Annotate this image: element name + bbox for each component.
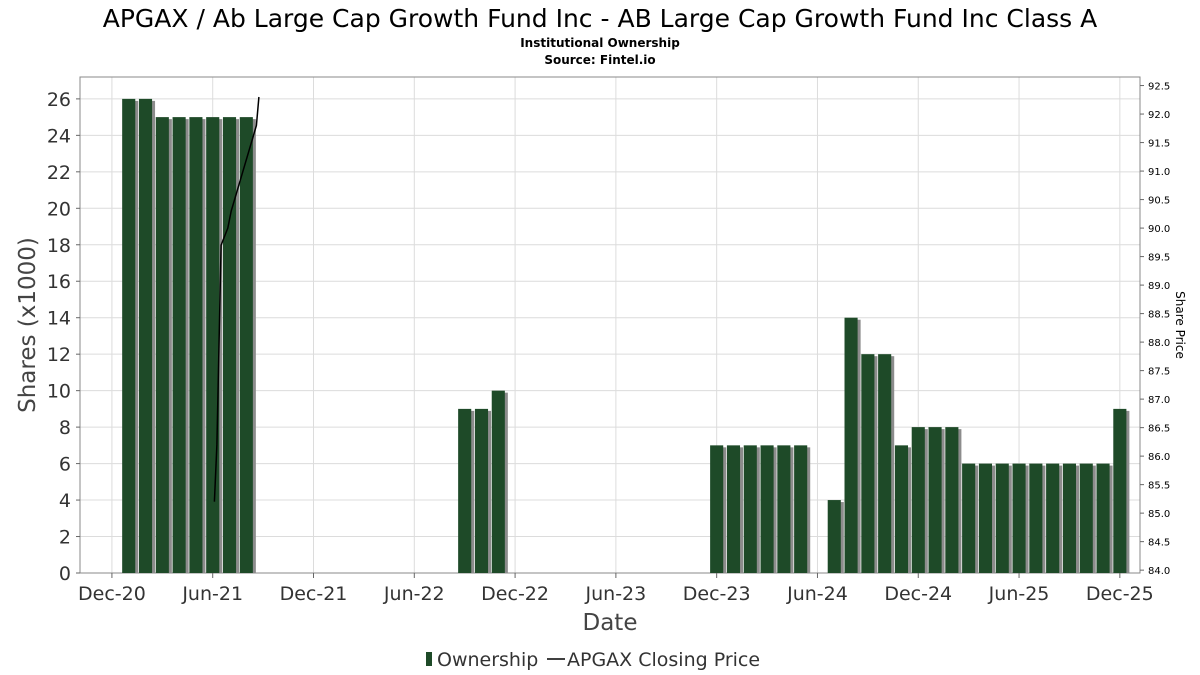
ownership-bar [222, 117, 237, 573]
y-tick-label: 0 [59, 563, 71, 585]
y2-tick-label: 85.5 [1148, 481, 1170, 492]
ownership-bar [995, 463, 1009, 573]
y-tick-label: 2 [59, 527, 71, 549]
y2-tick-label: 85.0 [1148, 509, 1170, 520]
ownership-bar [474, 408, 489, 573]
legend: Ownership APGAX Closing Price [426, 649, 760, 671]
y2-tick-label: 89.0 [1148, 281, 1170, 292]
ownership-bar [491, 390, 505, 573]
chart-source: Source: Fintel.io [544, 53, 655, 67]
y2-axis-ticks: 84.0 84.5 85.0 85.5 86.0 86.5 87.0 87.5 88.0 88.5… [1140, 82, 1170, 577]
y2-tick-label: 88.0 [1148, 338, 1170, 349]
ownership-bar [1096, 463, 1110, 573]
x-axis-ticks: Dec-20 Jun-21 Dec-21 Jun-22 Dec-22 Jun-23 Jun-… [78, 573, 1154, 605]
chart-title: APGAX / Ab Large Cap Growth Fund Inc - A… [103, 4, 1097, 33]
ownership-bar [458, 408, 472, 573]
ownership-bar [978, 463, 993, 573]
x-tick-label: Dec-25 [1086, 583, 1154, 605]
ownership-bar [794, 445, 808, 573]
x-tick-label: Jun-24 [786, 583, 848, 605]
y2-tick-label: 84.0 [1148, 566, 1170, 577]
ownership-bar [710, 445, 724, 573]
ownership-bar [844, 317, 858, 573]
ownership-bar [928, 427, 942, 573]
y2-tick-label: 92.0 [1148, 110, 1170, 121]
legend-swatch-bar [426, 652, 432, 666]
ownership-bar [726, 445, 741, 573]
y-tick-label: 16 [47, 271, 71, 293]
x-tick-label: Jun-22 [383, 583, 445, 605]
y2-tick-label: 88.5 [1148, 310, 1170, 321]
y-tick-label: 14 [47, 308, 71, 330]
y2-tick-label: 91.5 [1148, 139, 1170, 150]
y-tick-label: 6 [59, 454, 71, 476]
y-tick-label: 26 [47, 89, 71, 111]
plot-area [79, 76, 1141, 574]
ownership-bar [760, 445, 774, 573]
ownership-bar [206, 117, 220, 573]
y-axis-label: Shares (x1000) [15, 237, 41, 413]
y2-tick-label: 87.0 [1148, 395, 1170, 406]
y2-tick-label: 90.5 [1148, 196, 1170, 207]
x-tick-label: Jun-25 [988, 583, 1050, 605]
y-tick-label: 8 [59, 417, 71, 439]
ownership-bar [189, 117, 203, 573]
x-tick-label: Dec-23 [683, 583, 751, 605]
ownership-bar [911, 427, 925, 573]
x-tick-label: Jun-23 [585, 583, 647, 605]
ownership-bar [122, 98, 136, 573]
ownership-bar [239, 117, 253, 573]
ownership-bar [172, 117, 186, 573]
ownership-bar [894, 445, 909, 573]
ownership-bar [945, 427, 959, 573]
ownership-bar [1079, 463, 1093, 573]
x-tick-label: Dec-22 [481, 583, 549, 605]
y-tick-label: 20 [47, 198, 71, 220]
price-line-layer [213, 96, 260, 502]
y2-tick-label: 84.5 [1148, 538, 1170, 549]
x-tick-label: Jun-21 [181, 583, 243, 605]
ownership-bar [1062, 463, 1076, 573]
ownership-bar [1012, 463, 1026, 573]
ownership-bar [1046, 463, 1060, 573]
y-tick-label: 24 [47, 125, 71, 147]
y2-tick-label: 92.5 [1148, 82, 1170, 93]
ownership-bar [1029, 463, 1043, 573]
chart-subtitle: Institutional Ownership [520, 36, 680, 50]
price-line [213, 96, 260, 502]
x-tick-label: Dec-20 [78, 583, 146, 605]
ownership-bar [138, 98, 153, 573]
x-tick-label: Dec-21 [280, 583, 348, 605]
ownership-bar [777, 445, 791, 573]
y2-tick-label: 86.5 [1148, 424, 1170, 435]
ownership-bar [861, 354, 875, 573]
y2-tick-label: 86.0 [1148, 452, 1170, 463]
y-tick-label: 12 [47, 344, 71, 366]
y2-axis-label: Share Price [1173, 291, 1187, 359]
ownership-bar [155, 117, 169, 573]
ownership-bar [878, 354, 892, 573]
x-tick-label: Dec-24 [884, 583, 952, 605]
ownership-bar [743, 445, 757, 573]
y2-tick-label: 89.5 [1148, 253, 1170, 264]
ownership-bars [122, 98, 1130, 573]
x-axis-label: Date [583, 610, 638, 636]
y-tick-label: 10 [47, 381, 71, 403]
y-tick-label: 4 [59, 490, 71, 512]
y2-tick-label: 90.0 [1148, 224, 1170, 235]
ownership-bar [962, 463, 976, 573]
y2-tick-label: 87.5 [1148, 367, 1170, 378]
y-tick-label: 22 [47, 162, 71, 184]
ownership-bar [827, 500, 841, 573]
legend-label-price: APGAX Closing Price [567, 649, 760, 671]
legend-label-ownership: Ownership [437, 649, 538, 671]
y-tick-label: 18 [47, 235, 71, 257]
ownership-bar [1113, 408, 1127, 573]
y2-tick-label: 91.0 [1148, 167, 1170, 178]
